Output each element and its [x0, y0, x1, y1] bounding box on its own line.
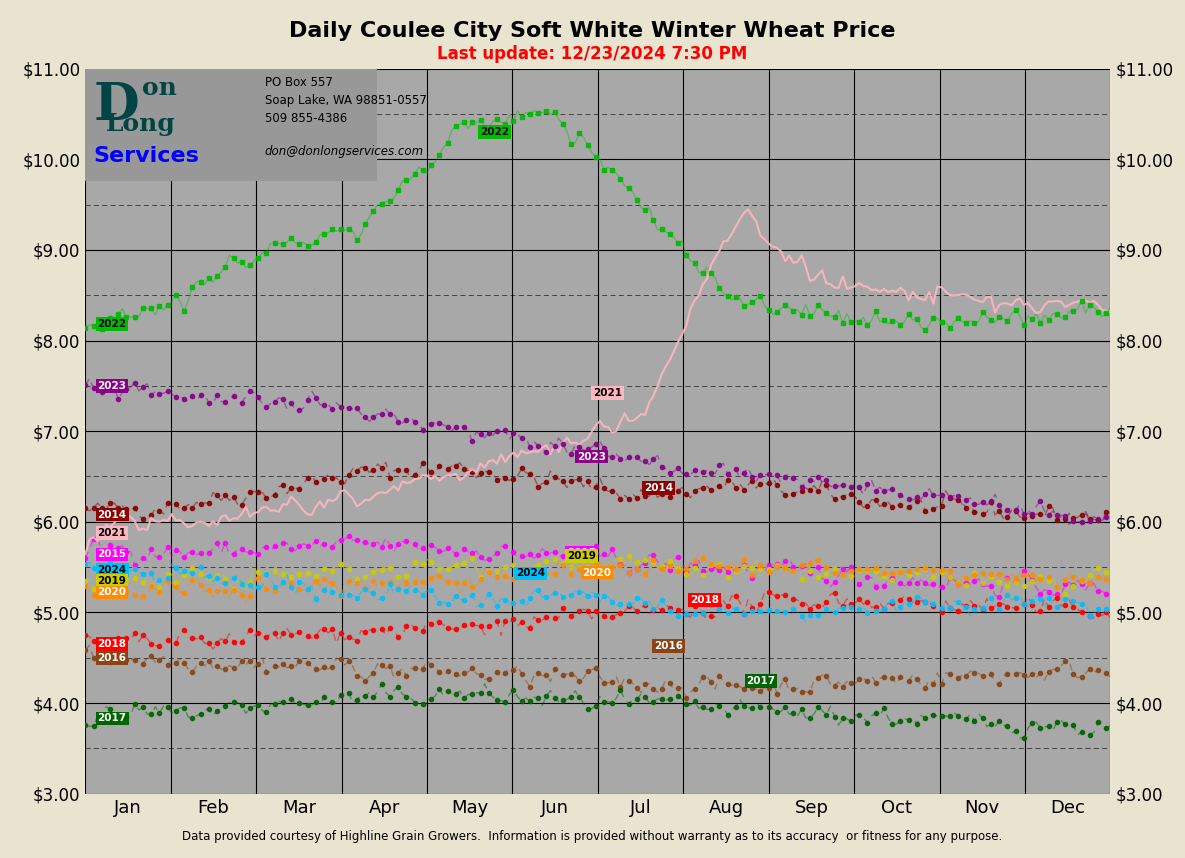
- Text: don@donlongservices.com: don@donlongservices.com: [264, 145, 424, 158]
- Text: 2021: 2021: [592, 388, 622, 398]
- FancyBboxPatch shape: [85, 69, 378, 181]
- Text: 2017: 2017: [747, 676, 776, 686]
- Text: 2022: 2022: [97, 319, 127, 329]
- Text: 2024: 2024: [97, 565, 127, 575]
- Text: 2016: 2016: [97, 653, 127, 662]
- Text: PO Box 557
Soap Lake, WA 98851-0557
509 855-4386: PO Box 557 Soap Lake, WA 98851-0557 509 …: [264, 76, 427, 125]
- Text: 2017: 2017: [97, 714, 127, 723]
- Text: 2019: 2019: [568, 551, 596, 561]
- Text: 2022: 2022: [480, 127, 508, 137]
- Text: 2023: 2023: [577, 451, 607, 462]
- Text: 2020: 2020: [97, 588, 127, 597]
- Text: 2014: 2014: [97, 510, 127, 520]
- Text: 2018: 2018: [690, 595, 719, 605]
- Text: Last update: 12/23/2024 7:30 PM: Last update: 12/23/2024 7:30 PM: [437, 45, 748, 63]
- Text: 2019: 2019: [97, 576, 127, 586]
- Text: Long: Long: [105, 112, 175, 136]
- Text: 2015: 2015: [568, 547, 596, 558]
- Text: 2015: 2015: [97, 549, 127, 559]
- Text: 2024: 2024: [515, 569, 545, 578]
- Text: Data provided courtesy of Highline Grain Growers.  Information is provided witho: Data provided courtesy of Highline Grain…: [182, 830, 1003, 843]
- Text: D: D: [94, 80, 140, 130]
- Text: on: on: [142, 76, 177, 100]
- Text: 2021: 2021: [97, 528, 127, 538]
- Text: 2020: 2020: [583, 567, 611, 577]
- Text: 2023: 2023: [97, 381, 127, 391]
- Text: 2018: 2018: [97, 639, 127, 650]
- Text: Daily Coulee City Soft White Winter Wheat Price: Daily Coulee City Soft White Winter Whea…: [289, 21, 896, 41]
- Text: 2014: 2014: [643, 483, 673, 493]
- Text: 2016: 2016: [654, 641, 684, 651]
- Text: Services: Services: [94, 146, 199, 166]
